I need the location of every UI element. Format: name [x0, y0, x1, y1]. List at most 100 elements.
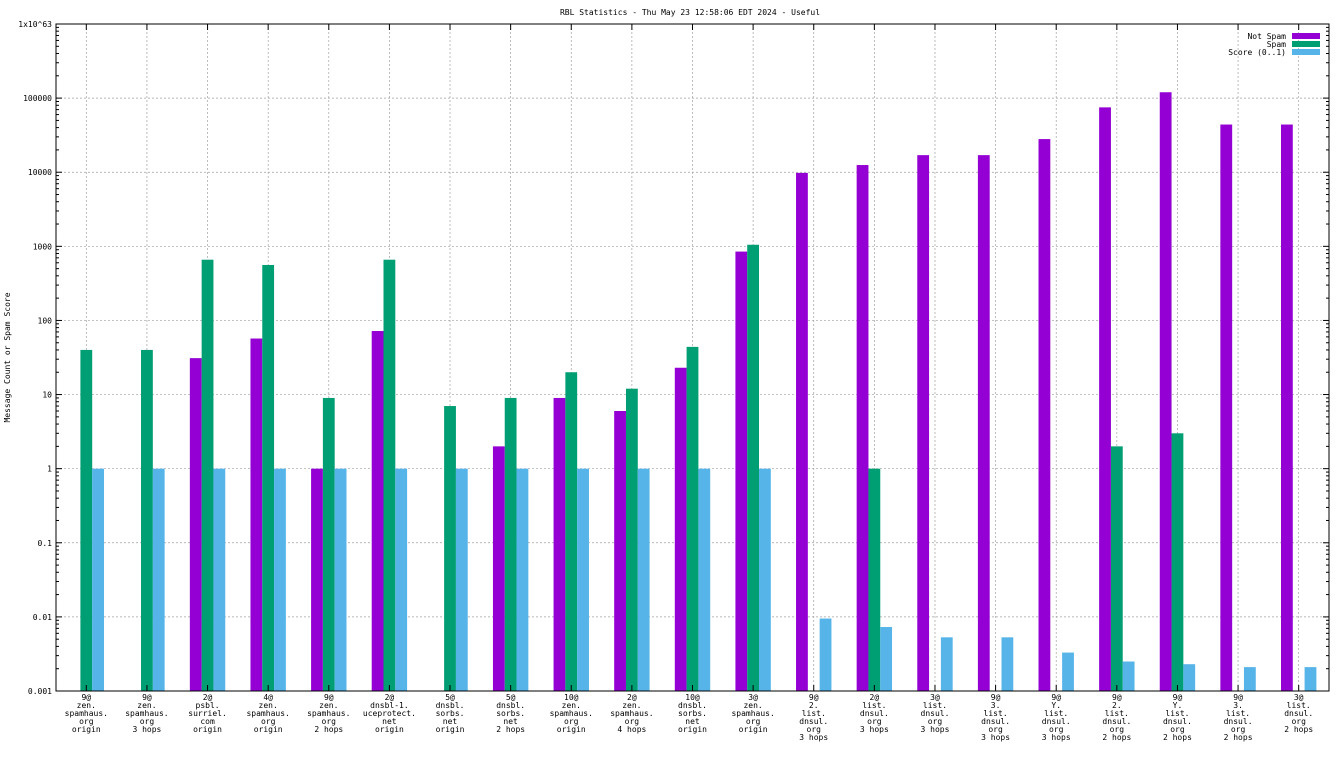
x-tick-label-line: sorbs. [678, 709, 707, 718]
x-tick-label-line: spamhaus. [65, 709, 108, 718]
bar-score-0-1 [698, 468, 711, 691]
x-tick-label-line: 2@ [385, 693, 395, 702]
y-tick-label: 0.01 [33, 613, 52, 622]
x-tick-label: 9@ 3. list. dnsul. org 3 hops [981, 693, 1010, 742]
x-tick-label: 9@ zen. spamhaus. org origin [65, 693, 108, 734]
bar-score-0-1 [213, 468, 226, 691]
x-tick-label-line: org [988, 725, 1003, 734]
x-tick-label-line: 9@ [324, 693, 334, 702]
bar-score-0-1 [516, 468, 529, 691]
x-tick-label-line: 3 hops [799, 733, 828, 742]
bar-spam [565, 372, 578, 691]
y-tick-label: 0.1 [38, 539, 53, 548]
x-tick-label-line: Y. [1051, 701, 1061, 710]
x-tick-label-line: dnsbl. [436, 701, 465, 710]
x-tick-label-line: 2@ [203, 693, 213, 702]
x-tick-label-line: list. [984, 709, 1008, 718]
bar-spam [383, 259, 396, 691]
x-tick-label-line: net [443, 717, 458, 726]
x-tick-label-line: origin [557, 725, 586, 734]
bar-score-0-1 [1304, 667, 1317, 691]
x-tick-label-line: zen. [562, 701, 581, 710]
x-tick-label-line: dnsbl-1. [370, 701, 409, 710]
x-tick-label-line: 3 hops [1042, 733, 1071, 742]
bar-spam [625, 388, 638, 691]
x-tick-label-line: list. [1287, 701, 1311, 710]
bar-not-spam [1280, 124, 1293, 692]
x-tick-label-line: origin [739, 725, 768, 734]
x-tick-label-line: list. [1226, 709, 1250, 718]
x-tick-label-line: 3@ [748, 693, 758, 702]
bar-score-0-1 [395, 468, 408, 691]
x-tick-label-line: net [382, 717, 397, 726]
bar-score-0-1 [334, 468, 347, 691]
bar-score-0-1 [1122, 661, 1135, 691]
x-tick-label-line: org [625, 717, 640, 726]
y-tick-label: 1 [47, 465, 52, 474]
bar-not-spam [1159, 92, 1172, 691]
bar-not-spam [1099, 107, 1111, 691]
bar-spam [444, 406, 456, 691]
y-axis-label: Message Count or Spam Score [3, 292, 12, 422]
x-tick-label-line: list. [1105, 709, 1129, 718]
x-tick-label-line: org [261, 717, 276, 726]
bar-score-0-1 [274, 468, 286, 691]
x-tick-label-line: org [140, 717, 155, 726]
x-tick-label-line: spamhaus. [610, 709, 653, 718]
bar-not-spam [917, 155, 930, 691]
x-tick-label-line: surriel. [188, 709, 227, 718]
x-tick-label: 2@ psbl. surriel. com origin [188, 693, 227, 734]
x-tick-label-line: 9@ [1112, 693, 1122, 702]
x-tick-label-line: 4@ [263, 693, 273, 702]
x-tick-label-line: 2 hops [314, 725, 343, 734]
x-tick-label-line: org [867, 717, 882, 726]
x-tick-label: 3@ zen. spamhaus. org origin [731, 693, 774, 734]
legend-label: Not Spam [1247, 32, 1286, 41]
x-tick-label-line: zen. [137, 701, 156, 710]
bar-not-spam [553, 397, 566, 691]
x-tick-label-line: org [322, 717, 337, 726]
bar-not-spam [1220, 124, 1233, 692]
bar-score-0-1 [637, 468, 650, 691]
bar-not-spam [1038, 139, 1051, 692]
x-tick-label-line: origin [375, 725, 404, 734]
grid [56, 24, 1329, 691]
x-tick-label-line: sorbs. [496, 709, 525, 718]
legend-label: Score (0..1) [1228, 48, 1286, 57]
x-tick-label-line: list. [1044, 709, 1068, 718]
bar-not-spam [674, 367, 687, 691]
y-tick-label: 1x10^63 [18, 20, 52, 29]
x-tick-label-line: dnsul. [1284, 709, 1313, 718]
x-tick-label-line: 2 hops [1163, 733, 1192, 742]
x-tick-label-line: dnsbl. [496, 701, 525, 710]
bar-score-0-1 [880, 627, 893, 691]
x-tick-label-line: 9@ [1051, 693, 1061, 702]
x-tick-label-line: 5@ [506, 693, 516, 702]
bar-not-spam [614, 410, 626, 691]
bar-score-0-1 [1001, 637, 1014, 691]
x-tick-label-line: Y. [1173, 701, 1183, 710]
x-tick-label: 5@ dnsbl. sorbs. net 2 hops [496, 693, 525, 734]
legend-swatch [1292, 41, 1320, 47]
x-tick-label-line: 3@ [1294, 693, 1304, 702]
x-tick-label: 5@ dnsbl. sorbs. net origin [436, 693, 465, 734]
bar-not-spam [796, 172, 808, 692]
x-tick-label: 10@ zen. spamhaus. org origin [550, 693, 593, 734]
bar-spam [747, 244, 760, 691]
x-tick-label: 2@ zen. spamhaus. org 4 hops [610, 693, 653, 734]
bar-score-0-1 [577, 468, 589, 691]
bar-not-spam [856, 165, 869, 692]
bar-score-0-1 [1243, 667, 1256, 691]
x-tick-label: 9@ Y. list. dnsul. org 2 hops [1163, 693, 1192, 742]
x-tick-label: 9@ zen. spamhaus. org 3 hops [125, 693, 168, 734]
x-tick-label-line: list. [862, 701, 886, 710]
x-tick-label-line: origin [436, 725, 465, 734]
x-tick-label-line: spamhaus. [307, 709, 350, 718]
x-tick-label-line: org [928, 717, 943, 726]
x-tick-label: 3@ list. dnsul. org 3 hops [921, 693, 950, 734]
x-tick-label: 3@ list. dnsul. org 2 hops [1284, 693, 1313, 734]
bars [80, 92, 1317, 692]
bar-score-0-1 [940, 637, 953, 691]
